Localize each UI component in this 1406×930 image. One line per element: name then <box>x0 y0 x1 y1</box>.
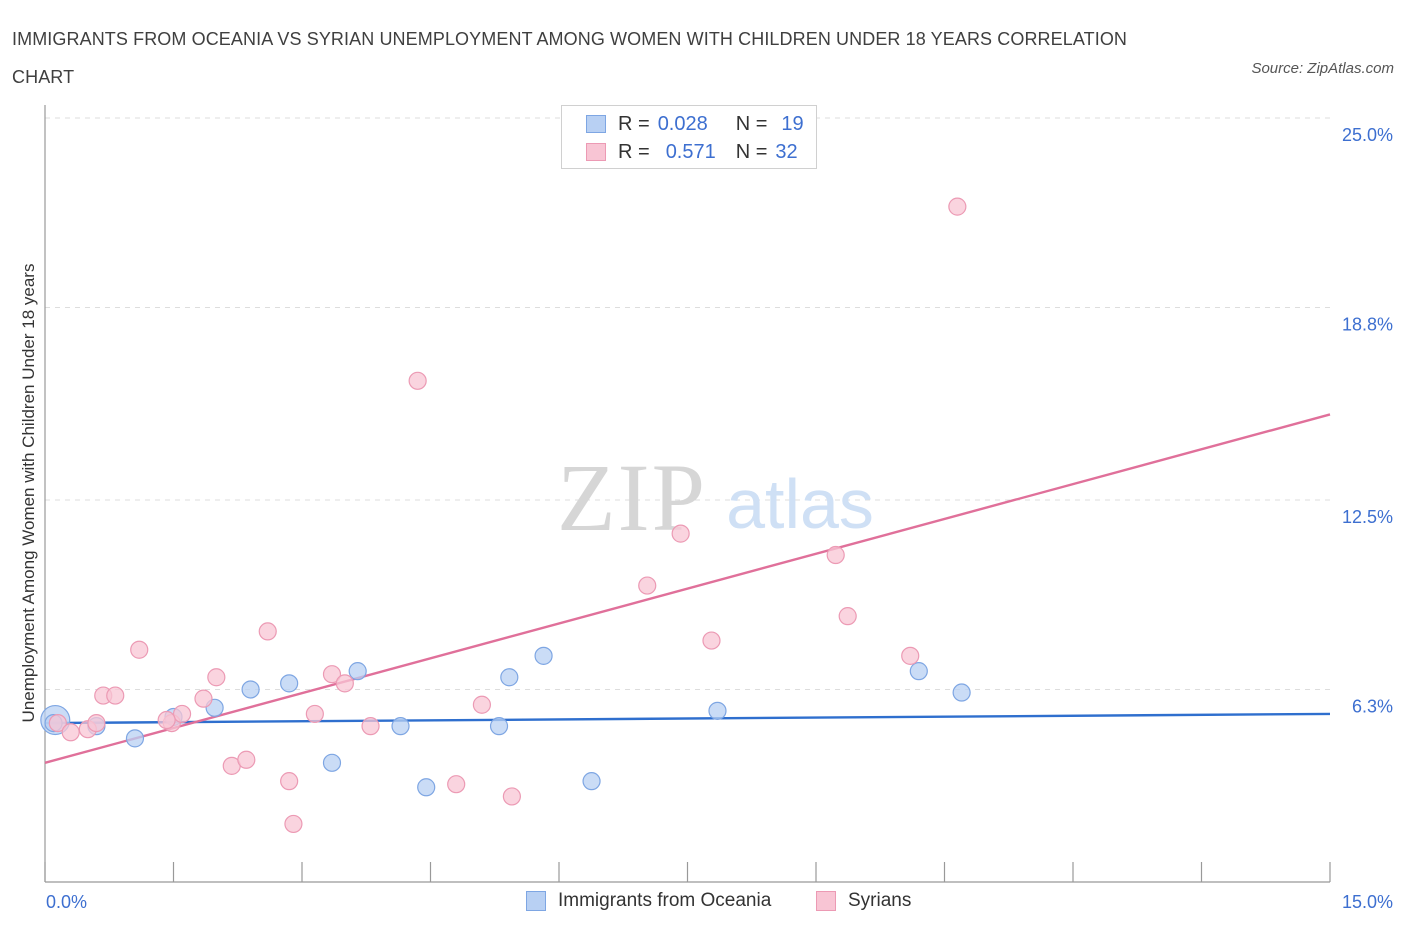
oceania-point <box>500 668 519 687</box>
legend-item-oceania[interactable]: Immigrants from Oceania <box>526 890 771 912</box>
syrians-point <box>207 668 226 687</box>
y-tick-labels: 6.3% 12.5% 18.8% 25.0% <box>1342 125 1393 716</box>
syrians-point <box>258 622 277 641</box>
r-label: R = <box>618 140 650 163</box>
syrians-point <box>901 646 920 665</box>
syrians-point <box>87 713 106 733</box>
legend-item-syrians[interactable]: Syrians <box>816 890 911 912</box>
syrians-point <box>106 686 125 705</box>
source-label: Source: ZipAtlas.com <box>1251 60 1394 77</box>
syrians-point <box>361 717 380 736</box>
oceania-point <box>125 729 145 748</box>
oceania-point <box>391 717 410 736</box>
syrians-point <box>638 576 657 595</box>
oceania-point <box>417 778 436 797</box>
legend-row-syrians: R = 0.571 N = 32 <box>586 140 798 164</box>
x-tick-label: 15.0% <box>1342 892 1393 912</box>
oceania-trend-line <box>44 712 1331 725</box>
syrians-point <box>130 640 149 659</box>
watermark-atlas: atlas <box>726 465 874 543</box>
oceania-point <box>582 772 601 791</box>
oceania-point <box>322 753 342 772</box>
syrians-point <box>408 371 427 390</box>
n-value: 19 <box>781 112 804 135</box>
syrians-legend-swatch <box>816 891 836 911</box>
oceania-point <box>280 674 299 693</box>
syrians-swatch <box>586 143 606 161</box>
oceania-point <box>909 662 928 681</box>
syrians-point <box>826 545 845 565</box>
syrians-point <box>237 750 256 769</box>
syrians-point <box>472 695 491 714</box>
syrians-point <box>61 723 80 742</box>
n-label: N = <box>735 140 768 163</box>
trend-lines <box>44 413 1331 764</box>
syrians-point <box>48 713 67 733</box>
series-legend: Immigrants from Oceania Syrians <box>0 888 1406 916</box>
oceania-point <box>708 701 727 720</box>
axes <box>44 105 1331 883</box>
y-tick-label: 25.0% <box>1342 125 1393 145</box>
syrians-point <box>335 674 354 693</box>
watermark: ZIP atlas <box>557 444 874 551</box>
syrians-point <box>702 631 721 650</box>
syrians-point <box>948 197 967 216</box>
x-tick-labels: 0.0% 15.0% <box>46 892 1393 912</box>
y-tick-label: 18.8% <box>1342 314 1393 334</box>
gridlines <box>45 117 1330 690</box>
syrians-point <box>157 710 176 730</box>
y-axis-label: Unemployment Among Women with Children U… <box>19 264 38 723</box>
r-label: R = <box>618 112 650 135</box>
oceania-point <box>348 662 367 681</box>
n-label: N = <box>735 112 768 135</box>
data-points <box>40 197 971 834</box>
syrians-point <box>671 524 690 543</box>
n-value: 32 <box>775 140 798 163</box>
r-value: 0.028 <box>657 112 708 135</box>
oceania-point <box>952 683 971 702</box>
oceania-swatch <box>586 115 606 133</box>
x-tick-label: 0.0% <box>46 892 87 912</box>
oceania-point <box>241 680 260 699</box>
syrians-point <box>280 772 299 791</box>
syrians-point <box>447 775 466 794</box>
correlation-legend: R = 0.028 N = 19 R = 0.571 N = 32 <box>561 105 817 169</box>
oceania-point <box>534 646 553 665</box>
oceania-point <box>489 717 509 736</box>
legend-label-syrians: Syrians <box>848 890 912 911</box>
syrians-trend-line <box>44 413 1331 764</box>
syrians-point <box>838 607 857 626</box>
legend-row-oceania: R = 0.028 N = 19 <box>586 112 804 136</box>
syrians-point <box>172 704 192 724</box>
legend-label-oceania: Immigrants from Oceania <box>558 890 772 911</box>
syrians-point <box>322 665 342 684</box>
syrians-point <box>502 787 521 806</box>
oceania-legend-swatch <box>526 891 546 911</box>
r-value: 0.571 <box>665 140 716 163</box>
syrians-point <box>284 814 303 834</box>
y-tick-label: 12.5% <box>1342 507 1393 527</box>
y-tick-label: 6.3% <box>1352 696 1393 716</box>
syrians-point <box>194 689 213 708</box>
chart-title: IMMIGRANTS FROM OCEANIA VS SYRIAN UNEMPL… <box>12 29 1128 87</box>
syrians-point <box>305 704 324 724</box>
